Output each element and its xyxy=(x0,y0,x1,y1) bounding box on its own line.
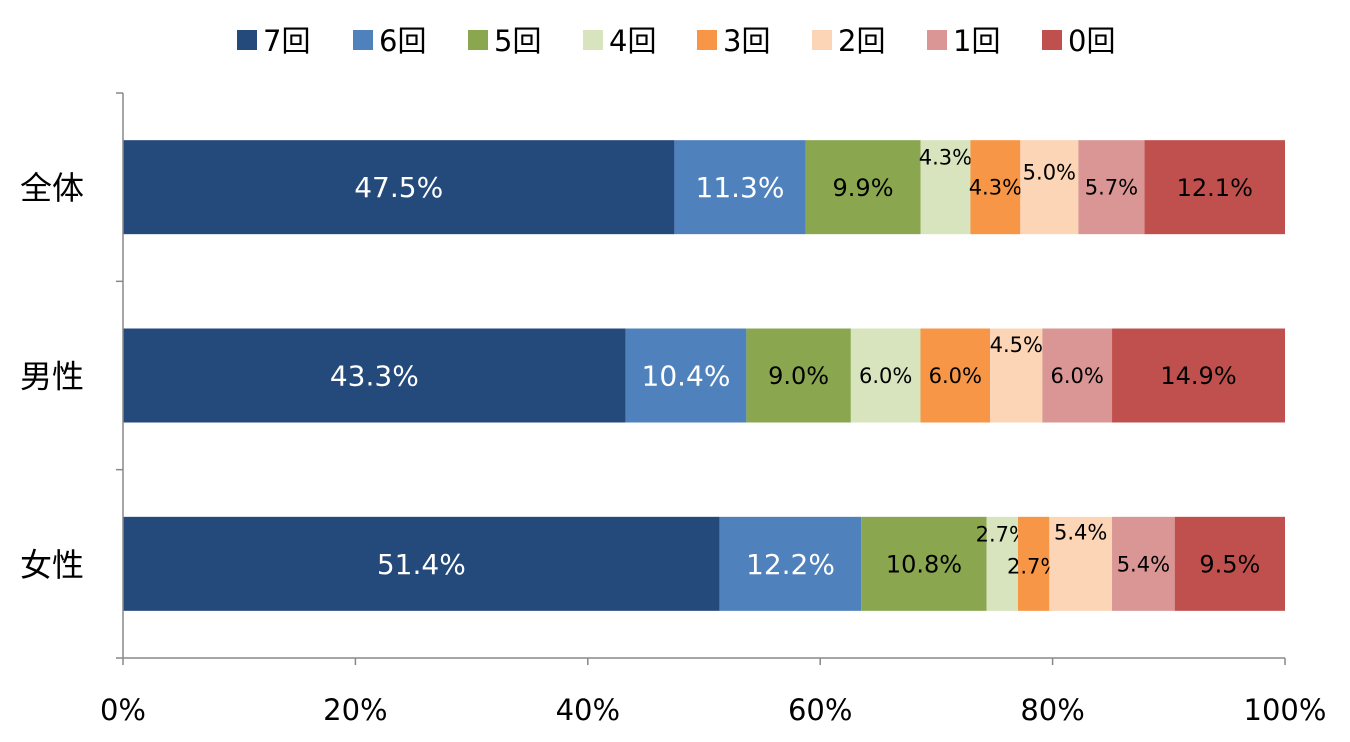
bar-segment xyxy=(1112,516,1175,611)
data-label: 12.1% xyxy=(1177,174,1253,202)
legend-swatch xyxy=(468,30,488,50)
bar-segment xyxy=(123,140,675,235)
bar-segment xyxy=(1042,328,1113,423)
data-label: 6.0% xyxy=(1051,364,1104,388)
data-label: 5.4% xyxy=(1054,520,1107,544)
x-tick-label: 20% xyxy=(323,693,387,727)
data-label: 9.5% xyxy=(1199,550,1260,578)
category-label: 全体 xyxy=(20,169,84,207)
category-label: 男性 xyxy=(20,358,84,396)
bar-segment xyxy=(1078,140,1145,235)
data-label: 9.0% xyxy=(768,362,829,390)
bar-segment xyxy=(805,140,921,235)
data-label: 11.3% xyxy=(696,171,785,204)
data-label: 10.8% xyxy=(886,550,962,578)
data-label: 4.3% xyxy=(969,176,1022,200)
legend-swatch xyxy=(812,30,832,50)
data-label: 10.4% xyxy=(642,360,731,393)
bar-segment xyxy=(986,516,1019,611)
legend-swatch xyxy=(927,30,947,50)
bar-segment xyxy=(123,328,626,423)
bar-segment xyxy=(625,328,747,423)
legend-swatch xyxy=(697,30,717,50)
legend-swatch xyxy=(353,30,373,50)
legend-label: 5回 xyxy=(494,24,541,58)
category-label: 女性 xyxy=(20,546,84,584)
legend-label: 4回 xyxy=(609,24,656,58)
legend-label: 1回 xyxy=(953,24,1000,58)
data-label: 5.0% xyxy=(1023,161,1076,185)
legend-label: 6回 xyxy=(379,24,426,58)
legend-swatch xyxy=(237,30,257,50)
data-label: 47.5% xyxy=(354,171,443,204)
x-tick-label: 40% xyxy=(556,693,620,727)
bar-segment xyxy=(920,140,971,235)
x-tick-label: 0% xyxy=(100,693,146,727)
x-tick-label: 80% xyxy=(1020,693,1084,727)
data-label: 51.4% xyxy=(377,548,466,581)
bar-segment xyxy=(674,140,806,235)
legend-label: 7回 xyxy=(263,24,310,58)
data-label: 6.0% xyxy=(859,364,912,388)
legend-swatch xyxy=(583,30,603,50)
bar-segment xyxy=(123,516,720,611)
bar-segment xyxy=(861,516,987,611)
legend-label: 3回 xyxy=(723,24,770,58)
bar-segment xyxy=(1018,516,1050,611)
bar-segment xyxy=(1174,516,1285,611)
bar-segment xyxy=(1020,140,1079,235)
bar-segment xyxy=(719,516,862,611)
data-label: 14.9% xyxy=(1160,362,1236,390)
bar-segment xyxy=(970,140,1021,235)
x-tick-label: 60% xyxy=(788,693,852,727)
bar-segment xyxy=(990,328,1043,423)
data-label: 4.5% xyxy=(990,333,1043,357)
data-label: 4.3% xyxy=(919,146,972,170)
bar-segment xyxy=(1049,516,1113,611)
data-label: 5.4% xyxy=(1117,552,1170,576)
bar-segment xyxy=(920,328,991,423)
bar-segment xyxy=(1144,140,1285,235)
legend-swatch xyxy=(1042,30,1062,50)
bar-segment xyxy=(746,328,851,423)
bar-segment xyxy=(1112,328,1285,423)
data-label: 6.0% xyxy=(929,364,982,388)
data-label: 43.3% xyxy=(330,360,419,393)
x-tick-label: 100% xyxy=(1244,693,1327,727)
bar-segment xyxy=(850,328,921,423)
data-label: 9.9% xyxy=(833,174,894,202)
legend-label: 2回 xyxy=(838,24,885,58)
legend-label: 0回 xyxy=(1068,24,1115,58)
data-label: 5.7% xyxy=(1085,176,1138,200)
data-label: 12.2% xyxy=(746,548,835,581)
